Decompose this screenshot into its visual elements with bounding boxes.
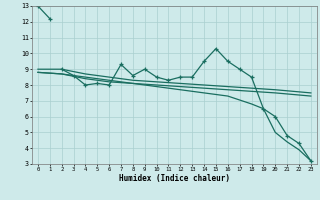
- X-axis label: Humidex (Indice chaleur): Humidex (Indice chaleur): [119, 174, 230, 183]
